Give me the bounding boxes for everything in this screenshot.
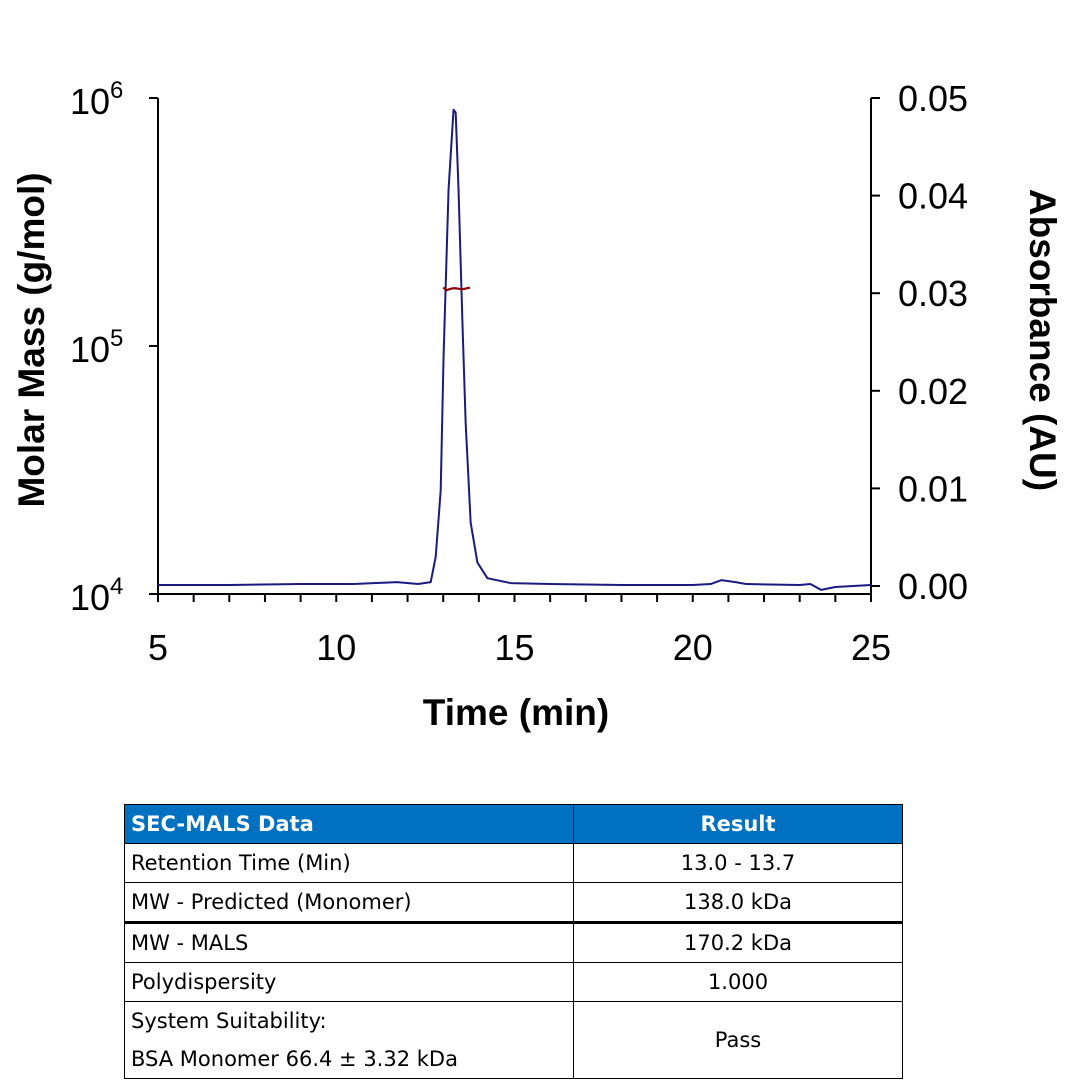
x-tick-label: 10 [316,627,356,668]
sec-mals-table: SEC-MALS Data Result Retention Time (Min… [124,804,903,1079]
y-axis-title: Molar Mass (g/mol) [11,172,52,507]
table-row: Polydispersity 1.000 [124,962,903,1002]
y2-axis-title: Absorbance (AU) [1022,189,1063,491]
row-value: 13.0 - 13.7 [573,843,903,883]
row-label-line1: System Suitability: [131,1009,327,1033]
axes [149,97,880,602]
x-tick-label: 5 [148,627,168,668]
y-tick-label: 106 [70,77,123,122]
sec-mals-chart: 5 10 15 20 25 104 105 106 0.00 0.01 0.02 0.03 0.04 0.… [11,77,1063,733]
row-label: System Suitability: BSA Monomer 66.4 ± 3… [124,1001,574,1079]
table-row: MW - MALS 170.2 kDa [124,922,903,963]
row-value: 170.2 kDa [573,922,903,963]
absorbance-trace [158,108,872,591]
x-tick-label: 20 [673,627,713,668]
plot-area [158,108,872,591]
x-tick-label: 25 [851,627,891,668]
header-label: SEC-MALS Data [124,804,574,844]
row-value: 138.0 kDa [573,882,903,924]
y2-tick-label: 0.03 [898,273,968,314]
y-tick-label: 104 [70,573,123,618]
y2-tick-label: 0.04 [898,176,968,217]
row-label-line2: BSA Monomer 66.4 ± 3.32 kDa [131,1047,458,1071]
table-row: System Suitability: BSA Monomer 66.4 ± 3… [124,1001,903,1079]
header-result: Result [573,804,903,844]
y2-tick-label: 0.01 [898,468,968,509]
table-row: MW - Predicted (Monomer) 138.0 kDa [124,882,903,924]
row-label: Polydispersity [124,962,574,1002]
row-value: 1.000 [573,962,903,1002]
y2-tick-label: 0.00 [898,566,968,607]
y2-tick-label: 0.05 [898,78,968,119]
tick-labels: 5 10 15 20 25 104 105 106 0.00 0.01 0.02 0.03 0.04 0.… [70,77,968,668]
x-tick-label: 15 [494,627,534,668]
table-header: SEC-MALS Data Result [124,804,903,844]
row-label: MW - MALS [124,922,574,963]
row-value: Pass [573,1001,903,1079]
y2-tick-label: 0.02 [898,371,968,412]
row-label: MW - Predicted (Monomer) [124,882,574,924]
table-row: Retention Time (Min) 13.0 - 13.7 [124,843,903,883]
y-tick-label: 105 [70,325,123,370]
x-axis-title: Time (min) [423,692,609,733]
molar-mass-trace [442,286,471,292]
row-label: Retention Time (Min) [124,843,574,883]
